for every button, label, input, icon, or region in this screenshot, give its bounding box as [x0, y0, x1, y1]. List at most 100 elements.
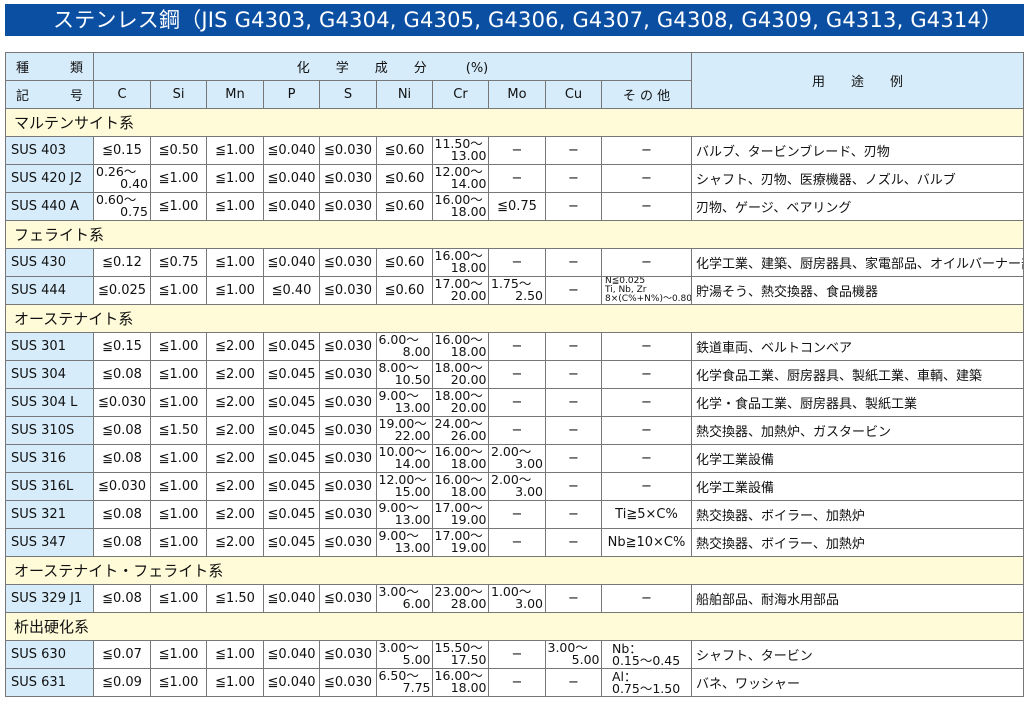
composition-cell: 9.00〜 13.00 [376, 388, 433, 417]
range-min: 9.00〜 [378, 528, 419, 543]
use-example: 鉄道車両、ベルトコンベア [691, 332, 1024, 361]
category-row: マルテンサイト系 [5, 108, 1024, 137]
composition-cell: ≦0.030 [319, 584, 377, 613]
range-max: 20.00 [450, 287, 487, 303]
composition-cell: 3.00〜 6.00 [376, 584, 433, 613]
composition-cell: ≦0.045 [263, 360, 320, 389]
range-min: 3.00〜 [547, 640, 588, 655]
col-header: そ の 他 [601, 80, 692, 109]
composition-cell: − [545, 136, 602, 165]
range-max: 15.00 [394, 483, 431, 499]
composition-cell: ≦1.00 [206, 136, 264, 165]
table-row: SUS 403 ≦0.15 ≦0.50 ≦1.00 ≦0.040 ≦0.030 ≦0.60 1… [5, 136, 1024, 165]
range-value: 2.00〜 3.00 [491, 446, 543, 470]
composition-cell: 3.00〜 5.00 [545, 640, 602, 669]
composition-cell: − [545, 500, 602, 529]
range-min: 19.00〜 [378, 416, 427, 431]
composition-cell: 2.00〜 3.00 [488, 472, 546, 501]
range-value: 16.00〜 18.00 [435, 334, 487, 358]
range-min: 9.00〜 [378, 500, 419, 515]
range-min: 12.00〜 [434, 164, 483, 179]
col-header: S [319, 80, 377, 109]
range-max: 13.00 [394, 511, 431, 527]
composition-cell: ≦0.030 [319, 416, 377, 445]
range-max: 19.00 [450, 539, 487, 555]
use-example: 刃物、ゲージ、ベアリング [691, 192, 1024, 221]
use-example: 熱交換器、加熱炉、ガスタービン [691, 416, 1024, 445]
composition-cell: ≦1.50 [206, 584, 264, 613]
composition-cell: ≦1.00 [150, 388, 207, 417]
stainless-steel-table: 種類化 学 成 分 (%) 用 途 例記号 C Si Mn P S Ni Cr Mo Cu そ の 他… [5, 52, 1024, 697]
page-title: ステンレス鋼（JIS G4303, G4304, G4305, G4306, G… [5, 4, 1024, 36]
steel-code: SUS 347 [5, 528, 94, 557]
composition-cell: 18.00〜 20.00 [432, 360, 489, 389]
range-min: 6.50〜 [378, 668, 419, 683]
range-max: 18.00 [450, 455, 487, 471]
range-min: 2.00〜 [491, 444, 532, 459]
composition-cell: ≦1.00 [150, 668, 207, 697]
composition-cell: ≦1.00 [150, 472, 207, 501]
range-value: 9.00〜 13.00 [379, 390, 431, 414]
range-max: 14.00 [450, 175, 487, 191]
range-min: 18.00〜 [434, 360, 483, 375]
composition-cell: 16.00〜 18.00 [432, 332, 489, 361]
range-max: 3.00 [515, 455, 543, 471]
range-max: 18.00 [450, 679, 487, 695]
composition-cell: ≦0.030 [319, 668, 377, 697]
category-name: 析出硬化系 [5, 612, 1024, 641]
composition-cell: 12.00〜 14.00 [432, 164, 489, 193]
composition-cell: ≦0.12 [93, 248, 151, 277]
category-name: フェライト系 [5, 220, 1024, 249]
composition-cell: ≦0.60 [376, 164, 433, 193]
composition-cell: ≦0.030 [319, 332, 377, 361]
composition-cell: − [545, 248, 602, 277]
composition-cell: − [488, 416, 546, 445]
range-value: 9.00〜 13.00 [379, 530, 431, 554]
composition-cell: − [545, 444, 602, 473]
use-example: バネ、ワッシャー [691, 668, 1024, 697]
composition-cell: − [545, 332, 602, 361]
range-min: 23.00〜 [434, 584, 483, 599]
composition-cell: 17.00〜 20.00 [432, 276, 489, 305]
kind-header: 種類 [5, 52, 94, 81]
range-max: 18.00 [450, 483, 487, 499]
range-max: 28.00 [450, 595, 487, 611]
category-name: オーステナイト・フェライト系 [5, 556, 1024, 585]
range-max: 19.00 [450, 511, 487, 527]
range-value: 17.00〜 20.00 [435, 278, 487, 302]
composition-cell: ≦1.00 [150, 584, 207, 613]
composition-cell: ≦0.045 [263, 332, 320, 361]
composition-cell: 1.00〜 3.00 [488, 584, 546, 613]
composition-cell: − [545, 164, 602, 193]
range-max: 10.50 [394, 371, 431, 387]
composition-cell: ≦0.60 [376, 276, 433, 305]
table-row: SUS 304 L ≦0.030 ≦1.00 ≦2.00 ≦0.045 ≦0.030 9.0… [5, 388, 1024, 417]
composition-cell: ≦0.08 [93, 444, 151, 473]
range-max: 18.00 [450, 203, 487, 219]
range-value: 23.00〜 28.00 [435, 586, 487, 610]
composition-cell: ≦2.00 [206, 360, 264, 389]
composition-cell: ≦1.00 [206, 248, 264, 277]
composition-cell: ≦0.07 [93, 640, 151, 669]
composition-cell: − [601, 416, 692, 445]
range-min: 11.50〜 [434, 136, 483, 151]
composition-cell: − [488, 528, 546, 557]
table-row: SUS 631 ≦0.09 ≦1.00 ≦1.00 ≦0.040 ≦0.030 6.50〜 7… [5, 668, 1024, 697]
composition-cell: ≦0.50 [150, 136, 207, 165]
composition-cell: ≦0.60 [376, 248, 433, 277]
range-value: 15.50〜 17.50 [435, 642, 487, 666]
composition-cell: − [488, 136, 546, 165]
range-max: 0.75 [120, 203, 148, 219]
range-min: 10.00〜 [378, 444, 427, 459]
composition-cell: ≦0.08 [93, 500, 151, 529]
table-row: SUS 316 ≦0.08 ≦1.00 ≦2.00 ≦0.045 ≦0.030 10.00〜… [5, 444, 1024, 473]
table-row: SUS 316L ≦0.030 ≦1.00 ≦2.00 ≦0.045 ≦0.030 12.0… [5, 472, 1024, 501]
composition-cell: ≦2.00 [206, 500, 264, 529]
composition-cell: ≦1.00 [206, 164, 264, 193]
composition-cell: ≦0.15 [93, 332, 151, 361]
range-value: 24.00〜 26.00 [435, 418, 487, 442]
use-example: バルブ、タービンブレード、刃物 [691, 136, 1024, 165]
range-value: 2.00〜 3.00 [491, 474, 543, 498]
chem-header: 化 学 成 分 (%) [93, 52, 692, 81]
composition-cell: ≦1.00 [150, 444, 207, 473]
